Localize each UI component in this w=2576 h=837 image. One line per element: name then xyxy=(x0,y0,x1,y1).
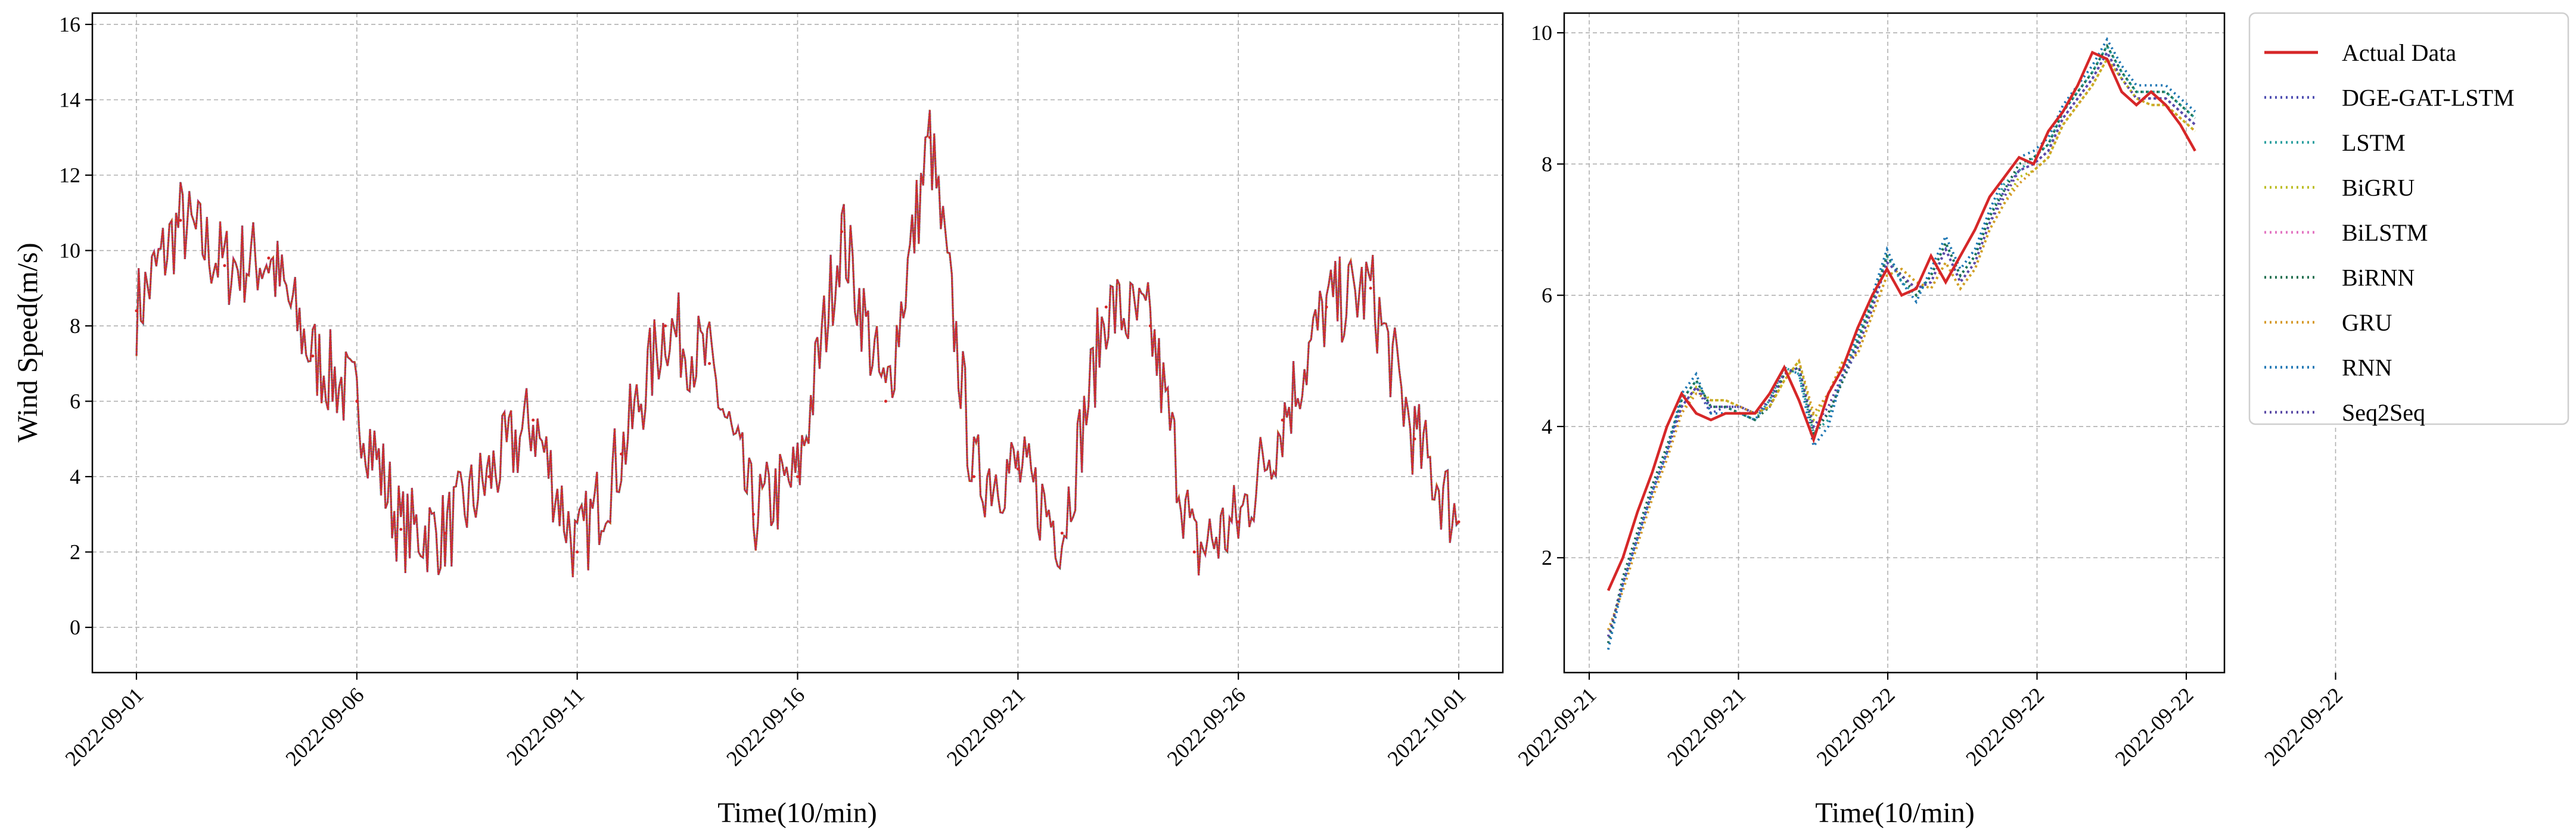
right-gru-line xyxy=(1607,57,2196,631)
right-plot-lines xyxy=(1606,37,2196,650)
left-x-tick-label: 2022-09-21 xyxy=(942,683,1030,770)
left-actual-data-point xyxy=(355,400,359,403)
right-plot-frame xyxy=(1563,12,2226,674)
left-actual-data-point xyxy=(620,452,623,456)
left-actual-data-point xyxy=(135,309,138,313)
right-seq2seq-line xyxy=(1606,50,2196,637)
left-actual-data-point xyxy=(884,400,887,403)
legend-label-bilstm: BiLSTM xyxy=(2342,219,2428,246)
left-actual-data-point xyxy=(1457,520,1461,524)
right-y-tick-label: 10 xyxy=(1531,21,1552,45)
right-gridlines xyxy=(1564,13,2336,673)
right-x-tick-label: 2022-09-21 xyxy=(1663,683,1750,770)
left-gridlines xyxy=(92,13,1503,673)
right-bigru-line xyxy=(1607,57,2196,631)
left-actual-data-point xyxy=(664,324,667,328)
right-y-tick-label: 2 xyxy=(1542,546,1552,570)
left-x-tick-label: 2022-09-06 xyxy=(281,683,368,770)
right-x-axis-ticks: 2022-09-21 2022-09-21 2022-09-22 2022-09-22… xyxy=(1514,673,2347,770)
legend-label-actual-data: Actual Data xyxy=(2342,39,2456,66)
left-y-tick-label: 2 xyxy=(70,540,80,564)
right-x-tick-label: 2022-09-21 xyxy=(1514,683,1601,770)
left-y-tick-label: 10 xyxy=(59,239,80,263)
right-lstm-line xyxy=(1606,43,2196,637)
left-actual-data-point xyxy=(840,230,843,234)
left-x-tick-label: 2022-09-16 xyxy=(722,683,809,770)
left-y-tick-label: 12 xyxy=(59,163,80,187)
left-actual-data-point xyxy=(708,362,711,365)
right-x-axis-label: Time(10/min) xyxy=(1815,797,1975,829)
right-birnn-line xyxy=(1606,43,2196,643)
left-actual-data-point xyxy=(1016,467,1020,471)
left-actual-data-point xyxy=(399,528,403,531)
legend: Actual Data DGE-GAT-LSTM LSTM BiGRU BiLSTM Bi… xyxy=(2248,12,2569,426)
right-actual-data-line xyxy=(1606,51,2196,592)
left-x-tick-label: 2022-10-01 xyxy=(1383,683,1471,770)
right-x-tick-label: 2022-09-22 xyxy=(1812,683,1900,770)
left-x-tick-label: 2022-09-26 xyxy=(1163,683,1250,770)
left-actual-data-point xyxy=(311,354,315,358)
left-actual-data-point xyxy=(223,264,226,267)
left-actual-data-point xyxy=(1413,437,1416,441)
left-y-tick-label: 4 xyxy=(70,465,80,488)
legend-label-lstm: LSTM xyxy=(2342,129,2406,156)
left-x-axis-ticks: 2022-09-01 2022-09-06 2022-09-11 2022-09-16… xyxy=(61,673,1471,770)
left-y-axis-ticks: 0 2 4 6 8 10 12 14 16 xyxy=(59,13,92,639)
left-actual-data-point xyxy=(1104,305,1108,309)
left-actual-data-point xyxy=(1325,305,1328,309)
legend-label-rnn: RNN xyxy=(2342,354,2392,381)
right-x-tick-label: 2022-09-22 xyxy=(1961,683,2049,770)
left-x-tick-label: 2022-09-11 xyxy=(502,683,589,770)
left-y-tick-label: 0 xyxy=(70,615,80,639)
left-y-tick-label: 6 xyxy=(70,390,80,413)
left-actual-data-point xyxy=(1369,287,1372,290)
left-actual-data-point xyxy=(267,256,271,260)
left-actual-data-point xyxy=(532,418,535,422)
right-y-tick-label: 6 xyxy=(1542,284,1552,307)
left-actual-data-line xyxy=(135,110,1459,577)
left-actual-data-point xyxy=(972,475,975,478)
legend-box xyxy=(2248,12,2569,425)
left-y-axis-label: Wind Speed(m/s) xyxy=(12,242,43,442)
legend-label-dge-gat-lstm: DGE-GAT-LSTM xyxy=(2342,85,2515,111)
legend-label-bigru: BiGRU xyxy=(2342,175,2415,201)
left-actual-data-point xyxy=(796,475,799,478)
right-dge-gat-lstm-line xyxy=(1606,50,2196,643)
right-y-tick-label: 4 xyxy=(1542,415,1552,438)
right-x-tick-label: 2022-09-22 xyxy=(2260,683,2347,770)
right-bilstm-line xyxy=(1606,50,2196,637)
left-plot-lines xyxy=(135,110,1461,577)
left-actual-data-point xyxy=(1281,418,1284,422)
right-x-tick-label: 2022-09-22 xyxy=(2111,683,2198,770)
left-x-axis-label: Time(10/min) xyxy=(717,797,877,829)
legend-label-gru: GRU xyxy=(2342,309,2392,336)
left-actual-data-point xyxy=(179,219,182,222)
left-x-tick-label: 2022-09-01 xyxy=(61,683,148,770)
right-y-tick-label: 8 xyxy=(1542,152,1552,176)
left-actual-data-point xyxy=(928,136,931,139)
left-actual-data-point xyxy=(1148,324,1152,328)
left-actual-data-point xyxy=(752,512,756,516)
left-actual-data-point xyxy=(443,531,447,535)
left-actual-data-point xyxy=(1192,550,1196,554)
legend-items: Actual Data DGE-GAT-LSTM LSTM BiGRU BiLSTM Bi… xyxy=(2264,39,2515,426)
left-y-tick-label: 14 xyxy=(59,88,80,111)
legend-label-seq2seq: Seq2Seq xyxy=(2342,399,2425,426)
left-y-tick-label: 8 xyxy=(70,314,80,338)
left-actual-data-point xyxy=(1060,531,1064,535)
left-actual-data-point xyxy=(576,550,579,554)
legend-label-birnn: BiRNN xyxy=(2342,265,2415,291)
left-actual-data-point xyxy=(487,475,491,478)
right-y-axis-ticks: 2 4 6 8 10 xyxy=(1531,21,1564,570)
left-y-tick-label: 16 xyxy=(59,13,80,36)
left-actual-data-point xyxy=(1236,520,1240,524)
